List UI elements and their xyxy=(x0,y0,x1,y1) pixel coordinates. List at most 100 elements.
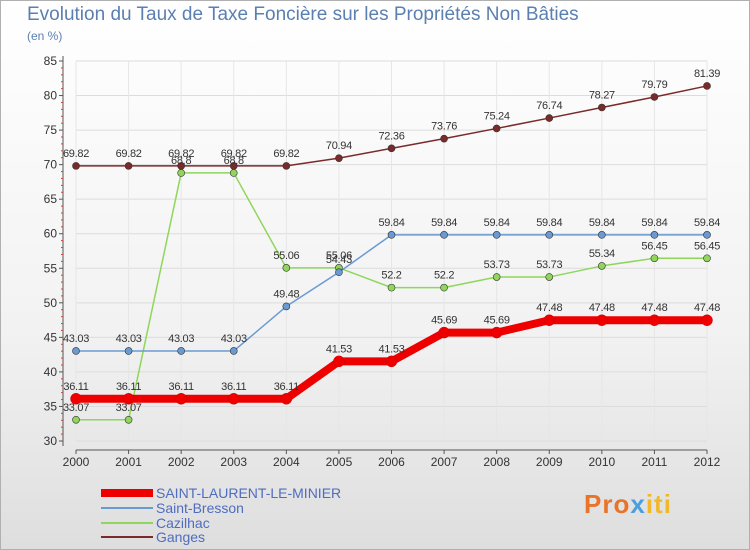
data-label-saint-laurent: 36.11 xyxy=(116,381,141,393)
legend-swatch-ganges xyxy=(101,536,153,538)
y-tick-label: 75 xyxy=(44,123,58,137)
data-point-saint-bresson xyxy=(124,347,133,355)
data-point-ganges xyxy=(440,134,448,143)
data-label-ganges: 69.82 xyxy=(116,148,142,160)
x-tick-label: 2000 xyxy=(63,455,90,469)
data-point-saint-bresson xyxy=(650,231,659,239)
data-label-saint-bresson: 59.84 xyxy=(694,217,720,229)
legend-swatch-saint-laurent xyxy=(101,489,153,497)
data-point-ganges xyxy=(598,103,606,112)
data-label-ganges: 69.82 xyxy=(63,148,89,160)
data-label-saint-bresson: 54.43 xyxy=(326,254,352,266)
data-label-cazilhac: 33.07 xyxy=(63,402,89,414)
data-point-saint-laurent xyxy=(280,393,293,405)
data-point-saint-bresson xyxy=(492,231,501,239)
data-point-ganges xyxy=(650,93,659,101)
legend-item-saint-laurent: SAINT-LAURENT-LE-MINIER xyxy=(101,485,381,501)
data-point-cazilhac xyxy=(387,283,396,292)
data-point-cazilhac xyxy=(124,415,133,424)
data-point-ganges xyxy=(124,162,133,170)
data-point-cazilhac xyxy=(229,169,238,177)
data-label-ganges: 81.39 xyxy=(694,68,720,80)
data-label-cazilhac: 55.06 xyxy=(326,250,352,262)
data-point-saint-bresson xyxy=(387,231,396,239)
data-label-ganges: 75.24 xyxy=(484,110,510,122)
data-point-ganges xyxy=(387,144,396,153)
data-label-cazilhac: 68.8 xyxy=(171,155,191,167)
data-point-cazilhac xyxy=(545,273,554,281)
data-point-saint-laurent xyxy=(490,326,503,339)
data-label-ganges: 69.82 xyxy=(273,148,299,160)
logo-part-2: x xyxy=(630,489,646,519)
y-tick-label: 85 xyxy=(44,54,58,68)
data-label-ganges: 76.74 xyxy=(536,100,562,112)
y-tick-label: 50 xyxy=(44,296,58,310)
data-label-cazilhac: 33.07 xyxy=(116,402,142,414)
y-tick-label: 60 xyxy=(44,227,58,241)
data-point-ganges xyxy=(492,124,501,133)
y-tick-label: 65 xyxy=(44,192,58,206)
data-point-saint-laurent xyxy=(333,355,345,368)
x-tick-label: 2003 xyxy=(220,455,247,469)
x-tick-label: 2009 xyxy=(536,455,563,469)
data-label-cazilhac: 53.73 xyxy=(536,259,562,271)
data-point-saint-laurent xyxy=(228,393,240,405)
x-tick-label: 2012 xyxy=(694,455,721,469)
data-label-saint-laurent: 47.48 xyxy=(589,302,615,314)
data-point-saint-laurent xyxy=(385,355,398,368)
brand-logo: Proxiti xyxy=(584,489,672,520)
data-label-saint-laurent: 36.11 xyxy=(169,381,194,393)
legend-swatch-saint-bresson xyxy=(101,507,153,509)
data-label-cazilhac: 56.45 xyxy=(641,240,667,252)
data-label-saint-laurent: 45.69 xyxy=(431,315,457,327)
x-tick-label: 2010 xyxy=(588,455,615,469)
data-point-saint-bresson xyxy=(598,231,606,239)
data-label-cazilhac: 55.06 xyxy=(273,250,299,262)
data-point-saint-bresson xyxy=(177,347,185,355)
data-label-saint-bresson: 43.03 xyxy=(221,333,247,345)
x-tick-label: 2004 xyxy=(273,455,300,469)
x-tick-label: 2006 xyxy=(378,455,405,469)
data-label-saint-bresson: 49.48 xyxy=(273,288,299,300)
legend-item-saint-bresson: Saint-Bresson xyxy=(101,500,381,516)
legend-swatch-cazilhac xyxy=(101,522,153,524)
data-point-saint-bresson xyxy=(703,231,711,239)
data-point-saint-bresson xyxy=(545,231,554,239)
data-point-saint-laurent xyxy=(596,314,608,326)
data-label-cazilhac: 52.2 xyxy=(434,270,454,282)
data-label-saint-laurent: 41.53 xyxy=(378,343,404,355)
data-point-ganges xyxy=(703,82,711,90)
data-label-cazilhac: 52.2 xyxy=(381,270,401,282)
data-label-saint-laurent: 36.11 xyxy=(274,381,299,393)
data-label-saint-bresson: 59.84 xyxy=(536,217,562,229)
data-label-ganges: 79.79 xyxy=(641,79,667,91)
data-point-saint-bresson xyxy=(335,268,343,277)
data-point-saint-laurent xyxy=(175,393,187,405)
data-point-cazilhac xyxy=(440,283,448,292)
data-label-saint-bresson: 59.84 xyxy=(378,217,404,229)
x-tick-label: 2001 xyxy=(115,455,142,469)
y-tick-label: 55 xyxy=(44,261,58,275)
data-point-cazilhac xyxy=(72,415,80,424)
data-label-cazilhac: 56.45 xyxy=(694,240,720,252)
x-tick-label: 2002 xyxy=(168,455,195,469)
data-point-saint-laurent xyxy=(543,314,555,326)
y-tick-label: 45 xyxy=(44,330,58,344)
data-point-ganges xyxy=(282,162,291,170)
data-point-cazilhac xyxy=(177,169,185,177)
data-point-ganges xyxy=(72,162,80,170)
data-point-cazilhac xyxy=(492,273,501,281)
data-label-saint-laurent: 45.69 xyxy=(484,315,510,327)
data-label-saint-laurent: 36.11 xyxy=(221,381,246,393)
x-tick-label: 2005 xyxy=(326,455,353,469)
data-label-ganges: 78.27 xyxy=(589,89,615,101)
data-label-cazilhac: 53.73 xyxy=(484,259,510,271)
data-point-cazilhac xyxy=(650,254,659,263)
data-label-saint-laurent: 47.48 xyxy=(641,302,667,314)
y-tick-label: 40 xyxy=(44,365,58,379)
data-label-cazilhac: 68.8 xyxy=(224,155,244,167)
data-label-saint-bresson: 43.03 xyxy=(63,333,89,345)
data-point-saint-laurent xyxy=(70,393,82,405)
data-point-saint-laurent xyxy=(438,326,450,339)
